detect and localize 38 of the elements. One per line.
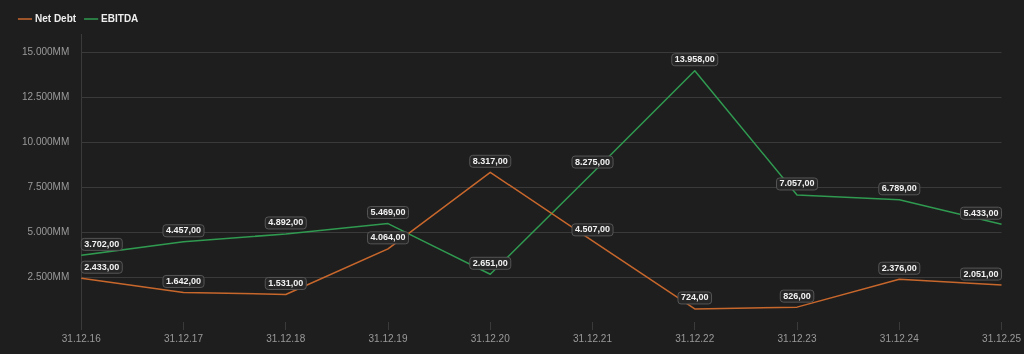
data-label: 3.702,00: [84, 238, 120, 249]
data-label: 4.064,00: [370, 232, 406, 243]
data-label: 2.376,00: [881, 262, 917, 273]
data-label: 724,00: [681, 292, 709, 303]
x-tick-label: 31.12.18: [266, 332, 306, 344]
data-label: 4.892,00: [268, 217, 304, 228]
data-label: 1.642,00: [165, 275, 202, 286]
data-label: 6.789,00: [881, 183, 917, 194]
data-label: 2.651,00: [472, 257, 508, 268]
data-label: 2.433,00: [84, 261, 120, 272]
data-label: 4.507,00: [575, 224, 611, 235]
legend-label: Net Debt: [35, 12, 77, 24]
x-tick-label: 31.12.25: [982, 332, 1022, 344]
y-tick-label: 12.500MM: [22, 90, 70, 102]
x-tick-label: 31.12.16: [61, 332, 102, 344]
x-tick-label: 31.12.23: [777, 332, 817, 344]
x-tick-label: 31.12.19: [368, 332, 408, 344]
y-tick-label: 5.000MM: [27, 225, 70, 237]
data-label: 1.531,00: [268, 277, 304, 288]
x-tick-label: 31.12.21: [573, 332, 613, 344]
data-label: 4.457,00: [165, 225, 202, 236]
x-tick-label: 31.12.24: [879, 332, 920, 344]
data-label: 8.275,00: [575, 156, 611, 167]
data-label: 5.469,00: [370, 207, 406, 218]
data-label: 2.051,00: [963, 268, 999, 279]
y-tick-label: 15.000MM: [22, 45, 70, 57]
y-tick-label: 7.500MM: [27, 180, 70, 192]
data-label: 826,00: [783, 290, 811, 301]
data-label: 8.317,00: [472, 155, 508, 166]
legend-label: EBITDA: [101, 12, 139, 24]
y-tick-label: 2.500MM: [27, 270, 70, 282]
y-tick-label: 10.000MM: [22, 135, 70, 147]
data-label: 13.958,00: [674, 54, 715, 65]
data-label: 5.433,00: [963, 207, 999, 218]
x-tick-label: 31.12.17: [164, 332, 204, 344]
x-tick-label: 31.12.20: [470, 332, 511, 344]
x-tick-label: 31.12.22: [675, 332, 715, 344]
data-label: 7.057,00: [779, 178, 815, 189]
